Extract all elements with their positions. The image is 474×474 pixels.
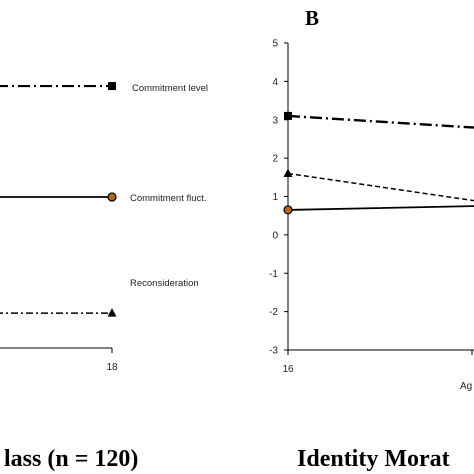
panel-a-point — [108, 82, 116, 91]
panel-b-y-tick-label: -1 — [269, 269, 278, 280]
panel-a-legend-reconsideration: Reconsideration — [130, 278, 199, 289]
panel-b-y-tick-label: 0 — [272, 230, 278, 241]
panel-b-y-tick-label: -3 — [269, 346, 278, 357]
panel-a-point — [107, 308, 117, 317]
panel-b-y-tick-label: 5 — [272, 39, 278, 50]
panel-b-letter: B — [305, 6, 319, 30]
panel-b-caption: Identity Morat — [297, 446, 450, 472]
panel-a-legend-commitment-fluct: Commitment fluct. — [130, 193, 207, 204]
panel-b-series-line — [287, 205, 474, 211]
panel-b-x-tick-label: 16 — [282, 364, 294, 375]
panel-b-point — [284, 111, 292, 120]
panel-a-point — [107, 192, 117, 202]
panel-b-y-tick-label: 2 — [272, 154, 278, 165]
panel-b-y-tick-label: 1 — [272, 192, 278, 203]
panel-b-point — [283, 205, 293, 215]
panel-a: 18 Commitment level Commitment fluct. Re… — [0, 82, 208, 472]
panel-b-series-line — [287, 114, 474, 129]
panel-b-y-tick-label: 4 — [272, 77, 278, 88]
panel-a-x-tick-label: 18 — [106, 362, 118, 373]
panel-b-y-tick-label: 3 — [272, 115, 278, 126]
panel-b-y-tick-label: -2 — [269, 307, 278, 318]
panel-b-series-line — [287, 172, 474, 202]
panel-b-x-axis-label: Ag — [460, 381, 472, 392]
panel-a-caption: lass (n = 120) — [4, 446, 138, 472]
panel-b-point — [283, 168, 293, 177]
panel-a-legend-commitment-level: Commitment level — [132, 83, 208, 94]
